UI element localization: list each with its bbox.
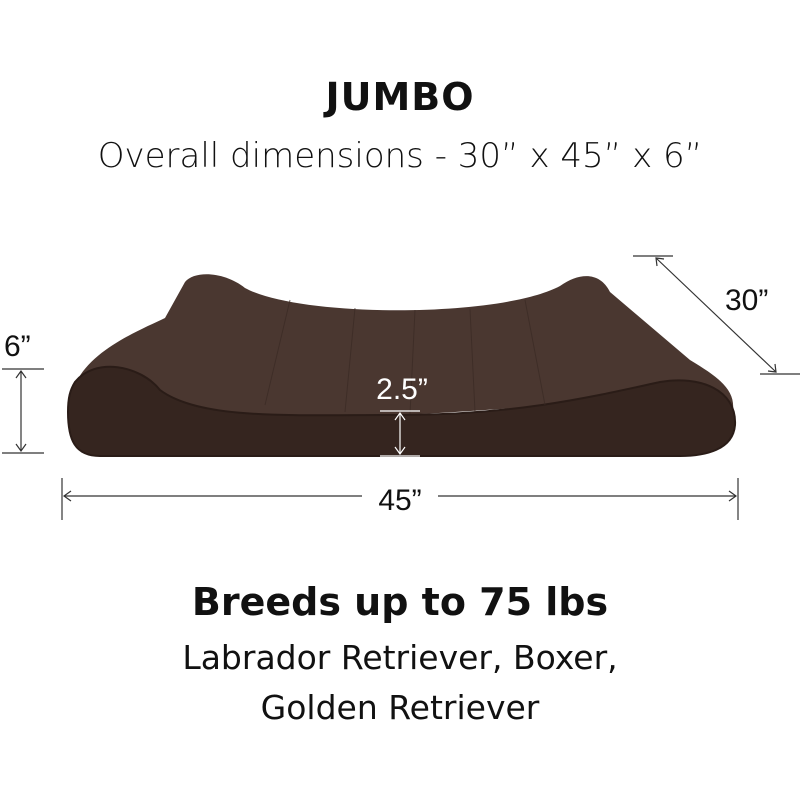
product-size-title: JUMBO — [325, 75, 475, 119]
depth-label: 30” — [725, 284, 768, 317]
breeds-line-2: Golden Retriever — [260, 688, 540, 727]
base-height-label: 2.5” — [376, 373, 428, 406]
dog-bed-image — [66, 274, 737, 457]
bed-front-face — [66, 365, 737, 457]
breeds-title: Breeds up to 75 lbs — [191, 580, 609, 624]
height-dimension-line — [2, 368, 44, 454]
base-dimension-line — [380, 410, 420, 457]
width-label: 45” — [378, 484, 421, 517]
overall-dimensions: Overall dimensions - 30” x 45” x 6” — [97, 136, 703, 176]
height-label: 6” — [4, 330, 31, 363]
depth-dimension-line — [633, 255, 800, 375]
bed-top-surface — [75, 274, 734, 420]
width-dimension-line — [61, 478, 739, 520]
breeds-line-1: Labrador Retriever, Boxer, — [182, 638, 618, 677]
